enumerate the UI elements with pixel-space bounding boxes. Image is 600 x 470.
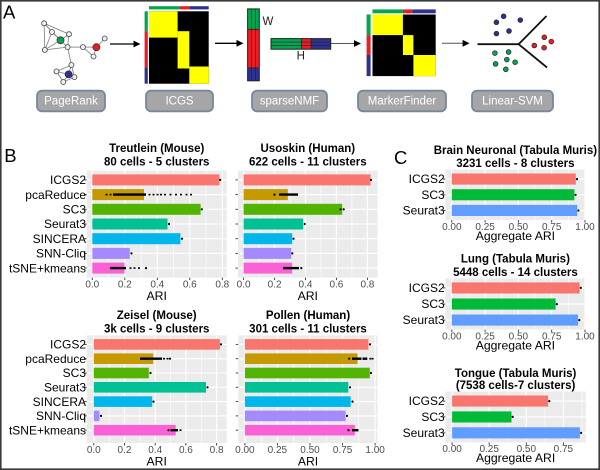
svg-text:0.0: 0.0 [87,445,101,456]
svg-text:0.50: 0.50 [509,331,529,342]
svg-text:0.50: 0.50 [509,222,529,233]
svg-text:(7538 cells-7 clusters): (7538 cells-7 clusters) [456,380,576,392]
svg-text:ICGS2: ICGS2 [409,172,445,186]
svg-text:3k cells - 9 clusters: 3k cells - 9 clusters [104,323,209,335]
svg-text:SC3: SC3 [421,188,445,202]
svg-text:622 cells - 11 clusters: 622 cells - 11 clusters [249,157,367,169]
svg-text:0.25: 0.25 [475,222,495,233]
svg-text:A: A [3,1,16,22]
svg-text:0.75: 0.75 [554,444,574,455]
svg-text:pcaReduce: pcaReduce [25,352,86,366]
svg-text:ARI: ARI [147,289,167,303]
svg-text:ICGS2: ICGS2 [50,338,86,352]
svg-text:0.8: 0.8 [215,279,229,290]
svg-text:tSNE+kmeans: tSNE+kmeans [9,261,86,275]
svg-text:0.75: 0.75 [542,331,562,342]
svg-text:0.8: 0.8 [360,279,374,290]
svg-text:1.00: 1.00 [575,222,595,233]
svg-text:SC3: SC3 [421,297,445,311]
svg-text:pcaReduce: pcaReduce [25,188,86,202]
svg-text:0.8: 0.8 [210,445,224,456]
svg-text:ICGS2: ICGS2 [409,394,445,408]
svg-text:0.75: 0.75 [333,445,353,456]
svg-text:Seurat3: Seurat3 [403,313,445,327]
svg-text:0.00: 0.00 [442,222,462,233]
svg-text:0.4: 0.4 [148,445,162,456]
svg-text:ARI: ARI [298,454,318,468]
svg-text:Lung (Tabula Muris): Lung (Tabula Muris) [461,254,570,266]
svg-text:SNN-Cliq: SNN-Cliq [36,409,86,423]
svg-text:SNN-Cliq: SNN-Cliq [36,247,86,261]
svg-text:ICGS2: ICGS2 [409,281,445,295]
svg-text:Zeisel (Mouse): Zeisel (Mouse) [117,310,197,322]
svg-text:0.00: 0.00 [442,444,462,455]
svg-text:Aggregate ARI: Aggregate ARI [476,451,555,465]
svg-text:0.75: 0.75 [542,222,562,233]
svg-text:0.25: 0.25 [479,444,499,455]
svg-text:0.2: 0.2 [268,279,282,290]
svg-text:Treutlein (Mouse): Treutlein (Mouse) [109,143,204,155]
svg-text:Aggregate ARI: Aggregate ARI [476,229,555,243]
svg-text:3231 cells - 8 clusters: 3231 cells - 8 clusters [456,158,574,170]
svg-text:B: B [4,145,16,166]
svg-text:0.50: 0.50 [300,445,320,456]
svg-text:0.6: 0.6 [183,279,197,290]
svg-text:5448 cells - 14 clusters: 5448 cells - 14 clusters [453,267,578,279]
svg-text:0.00: 0.00 [235,445,255,456]
svg-text:ICGS: ICGS [165,96,193,108]
svg-text:Seurat3: Seurat3 [44,381,86,395]
svg-text:SC3: SC3 [421,410,445,424]
svg-text:sparseNMF: sparseNMF [260,96,319,108]
svg-text:MarkerFinder: MarkerFinder [368,96,437,108]
svg-text:0.25: 0.25 [475,331,495,342]
svg-text:0.2: 0.2 [118,445,132,456]
svg-text:ARI: ARI [147,454,167,468]
svg-text:SINCERA: SINCERA [33,232,86,246]
svg-text:80 cells - 5 clusters: 80 cells - 5 clusters [104,157,209,169]
svg-text:SC3: SC3 [63,366,87,380]
svg-text:Seurat3: Seurat3 [403,204,445,218]
svg-text:301 cells - 11 clusters: 301 cells - 11 clusters [249,323,367,335]
svg-text:1.00: 1.00 [365,445,385,456]
svg-text:C: C [394,147,407,168]
svg-text:H: H [297,51,305,63]
svg-text:0.00: 0.00 [442,331,462,342]
svg-text:0.50: 0.50 [517,444,537,455]
svg-text:0.4: 0.4 [299,279,313,290]
svg-text:0.0: 0.0 [85,279,99,290]
svg-text:0.25: 0.25 [268,445,288,456]
svg-text:Linear-SVM: Linear-SVM [482,96,543,108]
svg-text:Brain Neuronal (Tabula Muris): Brain Neuronal (Tabula Muris) [434,145,598,157]
svg-text:Usoskin (Human): Usoskin (Human) [261,143,356,155]
svg-text:ICGS2: ICGS2 [50,173,86,187]
svg-text:SC3: SC3 [63,203,87,217]
svg-text:0.4: 0.4 [150,279,164,290]
svg-text:tSNE+kmeans: tSNE+kmeans [9,423,86,437]
svg-text:Aggregate ARI: Aggregate ARI [476,338,555,352]
svg-text:W: W [263,16,274,28]
svg-text:0.0: 0.0 [237,279,251,290]
svg-text:Tongue (Tabula Muris): Tongue (Tabula Muris) [455,368,577,380]
svg-text:PageRank: PageRank [44,96,98,108]
svg-text:SINCERA: SINCERA [33,395,86,409]
svg-text:ARI: ARI [298,289,318,303]
svg-text:0.2: 0.2 [118,279,132,290]
svg-text:Seurat3: Seurat3 [44,217,86,231]
svg-text:0.6: 0.6 [329,279,343,290]
svg-text:0.6: 0.6 [179,445,193,456]
svg-text:Pollen (Human): Pollen (Human) [266,310,351,322]
svg-text:1.00: 1.00 [575,331,595,342]
svg-text:Seurat3: Seurat3 [403,426,445,440]
